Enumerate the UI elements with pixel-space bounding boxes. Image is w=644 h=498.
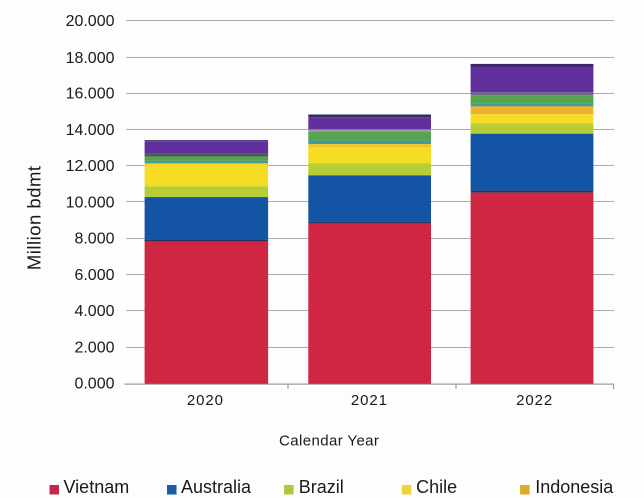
svg-text:0.000: 0.000 [74, 376, 114, 393]
svg-text:Vietnam: Vietnam [64, 477, 130, 497]
svg-text:Australia: Australia [181, 477, 252, 497]
svg-text:20.000: 20.000 [66, 13, 115, 30]
svg-text:4.000: 4.000 [74, 303, 114, 320]
svg-text:8.000: 8.000 [74, 231, 114, 248]
svg-text:Chile: Chile [416, 477, 457, 497]
svg-text:Calendar Year: Calendar Year [279, 433, 379, 450]
svg-text:Million bdmt: Million bdmt [24, 165, 45, 270]
svg-text:2021: 2021 [351, 392, 388, 409]
svg-text:16.000: 16.000 [66, 86, 115, 103]
svg-text:10.000: 10.000 [66, 194, 115, 211]
svg-text:Indonesia: Indonesia [535, 477, 614, 497]
svg-text:Brazil: Brazil [299, 477, 344, 497]
svg-text:2022: 2022 [516, 392, 553, 409]
svg-text:2020: 2020 [187, 392, 224, 409]
svg-text:6.000: 6.000 [74, 267, 114, 284]
svg-text:2.000: 2.000 [74, 339, 114, 356]
svg-text:14.000: 14.000 [66, 122, 115, 139]
svg-text:18.000: 18.000 [66, 50, 115, 67]
svg-text:12.000: 12.000 [66, 158, 115, 175]
